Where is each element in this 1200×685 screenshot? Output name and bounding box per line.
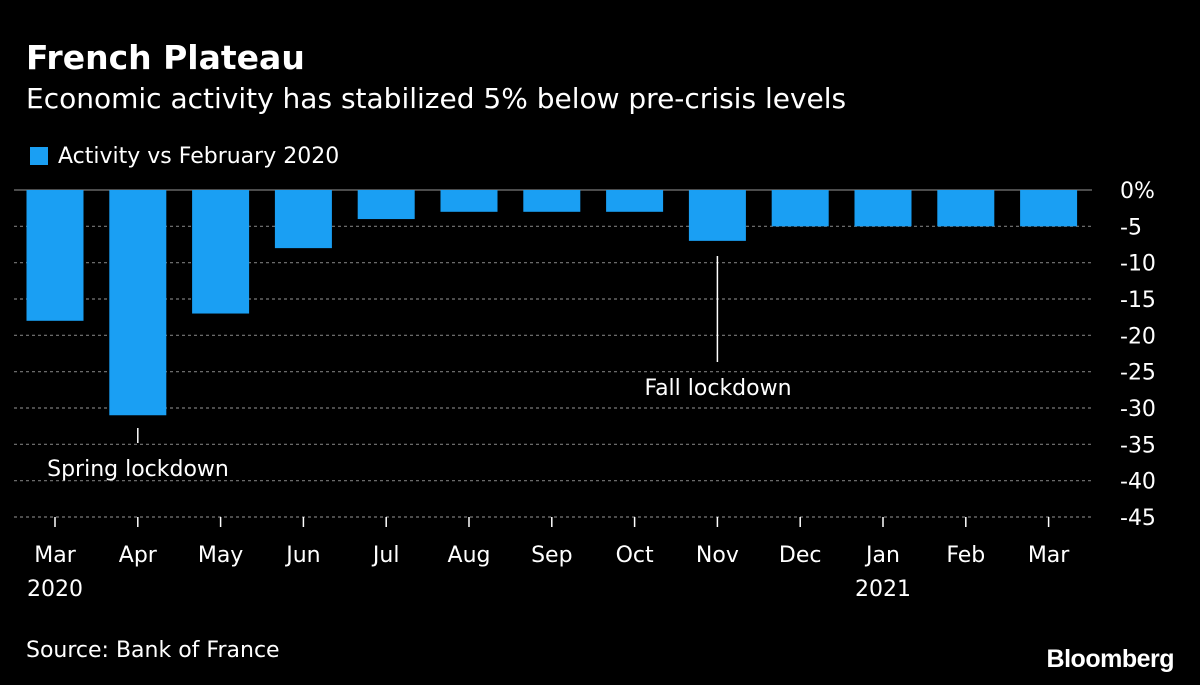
y-tick-label: -45: [1120, 506, 1156, 531]
y-tick-label: -10: [1120, 252, 1156, 277]
x-tick-label: Jun: [284, 543, 320, 568]
y-tick-label: -30: [1120, 397, 1156, 422]
bar: [109, 190, 167, 416]
bar: [688, 190, 746, 241]
bar: [771, 190, 829, 227]
bloomberg-logo: Bloomberg: [1046, 645, 1175, 673]
bar: [606, 190, 664, 212]
x-tick-label: May: [198, 543, 243, 568]
x-tick-label: Aug: [448, 543, 491, 568]
legend-label: Activity vs February 2020: [58, 143, 340, 169]
y-tick-label: -15: [1120, 288, 1156, 313]
bar: [192, 190, 250, 314]
x-tick-label: Feb: [946, 543, 985, 568]
y-tick-label: -20: [1120, 324, 1156, 349]
y-tick-label: -25: [1120, 361, 1156, 386]
y-tick-label: -5: [1120, 215, 1142, 240]
x-tick-label: Jul: [371, 543, 400, 568]
source-note: Source: Bank of France: [26, 638, 280, 663]
bar: [854, 190, 912, 227]
bar: [937, 190, 995, 227]
y-tick-label: 0%: [1120, 179, 1155, 204]
x-year-label: 2020: [27, 577, 83, 602]
annotation-label: Spring lockdown: [47, 457, 229, 482]
bar: [1020, 190, 1078, 227]
legend: Activity vs February 2020: [30, 141, 339, 171]
y-tick-label: -40: [1120, 470, 1156, 495]
x-tick-label: Nov: [696, 543, 739, 568]
chart-subtitle: Economic activity has stabilized 5% belo…: [26, 82, 847, 115]
x-tick-label: Dec: [779, 543, 822, 568]
x-tick-label: Jan: [864, 543, 900, 568]
annotation-label: Fall lockdown: [644, 376, 791, 401]
x-tick-label: Mar: [1028, 543, 1070, 568]
bar: [26, 190, 84, 321]
bar: [357, 190, 415, 220]
legend-swatch: [30, 147, 48, 165]
x-year-label: 2021: [855, 577, 911, 602]
x-tick-label: Mar: [34, 543, 76, 568]
x-tick-label: Apr: [119, 543, 158, 568]
y-tick-label: -35: [1120, 433, 1156, 458]
bar: [274, 190, 332, 249]
bar: [440, 190, 498, 212]
x-tick-label: Oct: [616, 543, 654, 568]
x-tick-label: Sep: [531, 543, 572, 568]
chart-title: French Plateau: [26, 38, 305, 77]
bar: [523, 190, 581, 212]
